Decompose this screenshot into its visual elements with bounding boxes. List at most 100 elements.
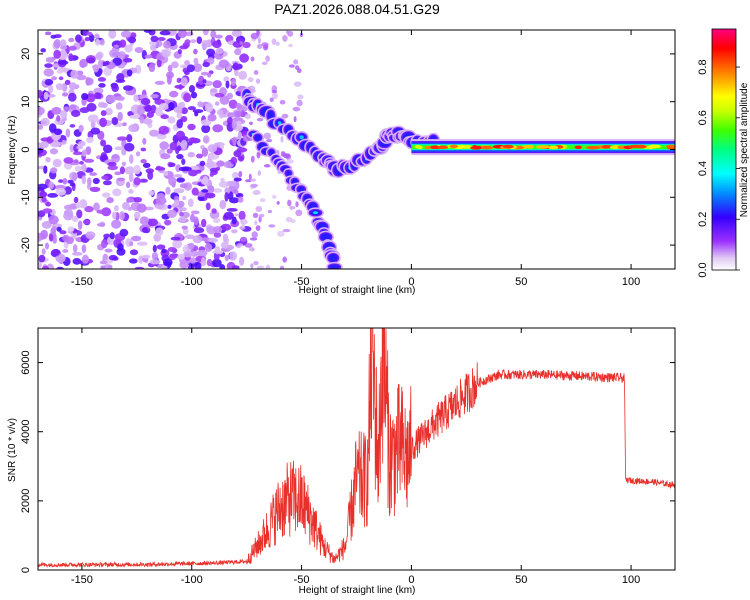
carrier-peak	[480, 145, 494, 150]
noise-blob	[133, 211, 141, 220]
noise-blob	[161, 49, 170, 58]
noise-blob	[68, 37, 75, 43]
noise-blob	[190, 39, 197, 44]
noise-blob	[209, 172, 214, 177]
noise-blob	[74, 165, 82, 172]
noise-blob	[173, 188, 185, 194]
noise-blob	[113, 205, 119, 212]
noise-blob	[126, 181, 131, 189]
noise-blob	[183, 92, 192, 103]
carrier-peak	[424, 145, 431, 150]
carrier-peak	[548, 145, 559, 150]
noise-blob	[115, 102, 123, 110]
noise-blob	[161, 248, 167, 254]
noise-blob	[81, 163, 87, 173]
noise-blob	[71, 109, 81, 117]
noise-blob	[155, 227, 164, 236]
noise-blob	[89, 172, 98, 176]
noise-blob	[186, 64, 195, 73]
noise-blob	[106, 197, 114, 204]
noise-blob	[69, 124, 76, 128]
snr-y-ticks: 0 2000 4000 6000	[20, 350, 675, 573]
noise-blob	[122, 122, 127, 127]
noise-blob	[111, 84, 119, 93]
noise-blob	[231, 229, 238, 234]
noise-blob	[196, 153, 203, 159]
noise-blob	[263, 132, 271, 140]
noise-blob	[117, 111, 123, 122]
noise-blob	[281, 113, 289, 119]
noise-blob	[40, 137, 52, 142]
noise-blob	[216, 160, 225, 167]
noise-blob	[98, 101, 106, 108]
noise-blob	[200, 257, 207, 267]
signal-body	[320, 233, 331, 241]
noise-blob	[164, 219, 172, 226]
noise-blob	[177, 253, 186, 260]
noise-blob	[136, 203, 147, 213]
noise-blob	[202, 61, 210, 68]
noise-blob	[48, 215, 59, 225]
noise-blob	[214, 93, 225, 98]
noise-blob	[107, 161, 117, 167]
noise-blob	[71, 216, 79, 222]
colorbar-scale	[711, 28, 737, 271]
noise-blob	[222, 233, 229, 242]
noise-blob	[44, 63, 53, 68]
y-tick-label: 20	[20, 48, 32, 60]
noise-blob	[55, 253, 66, 263]
noise-blob	[296, 99, 303, 107]
x-tick-label: -150	[71, 574, 93, 586]
noise-blob	[234, 189, 239, 195]
noise-blob	[81, 175, 87, 185]
noise-blob	[220, 223, 232, 231]
noise-blob	[87, 114, 99, 123]
noise-blob	[73, 143, 79, 153]
noise-blob	[255, 206, 263, 212]
noise-blob	[202, 30, 209, 36]
noise-blob	[121, 161, 126, 167]
noise-blob	[292, 106, 301, 112]
noise-blob	[230, 156, 238, 165]
noise-blob	[287, 199, 292, 207]
noise-blob	[104, 248, 113, 253]
noise-blob	[265, 55, 270, 62]
noise-blob	[193, 227, 205, 234]
noise-blob	[167, 209, 177, 218]
noise-blob	[267, 209, 273, 214]
noise-blob	[237, 38, 245, 43]
noise-blob	[166, 148, 173, 154]
noise-blob	[220, 177, 225, 183]
noise-blob	[43, 68, 54, 77]
noise-blob	[76, 70, 84, 76]
noise-blob	[196, 36, 203, 44]
noise-blob	[168, 162, 176, 168]
noise-blob	[159, 103, 169, 111]
noise-blob	[70, 69, 79, 79]
noise-blob	[169, 90, 179, 98]
noise-blob	[219, 142, 224, 150]
snr-panel: -150 -100 -50 0 50 100 0 2000 4000 6000 Height o…	[7, 327, 676, 596]
noise-blob	[129, 241, 134, 247]
colorbar-tick-label: 0.0	[697, 262, 709, 277]
noise-blob	[288, 43, 293, 48]
noise-blob	[290, 219, 296, 224]
noise-blob	[107, 165, 118, 171]
noise-blob	[211, 258, 222, 268]
noise-blob	[259, 213, 265, 218]
noise-blob	[86, 136, 94, 144]
noise-blob	[250, 183, 258, 188]
noise-blob	[250, 263, 254, 269]
noise-blob	[124, 166, 135, 175]
noise-blob	[212, 80, 222, 89]
noise-blob	[156, 244, 166, 250]
y-tick-label: 0	[20, 567, 32, 573]
noise-blob	[203, 135, 210, 144]
noise-blob	[251, 231, 258, 239]
carrier-peak	[449, 144, 458, 149]
noise-blob	[126, 69, 133, 77]
noise-blob	[206, 258, 213, 267]
noise-blob	[95, 52, 103, 60]
noise-blob	[160, 114, 169, 120]
